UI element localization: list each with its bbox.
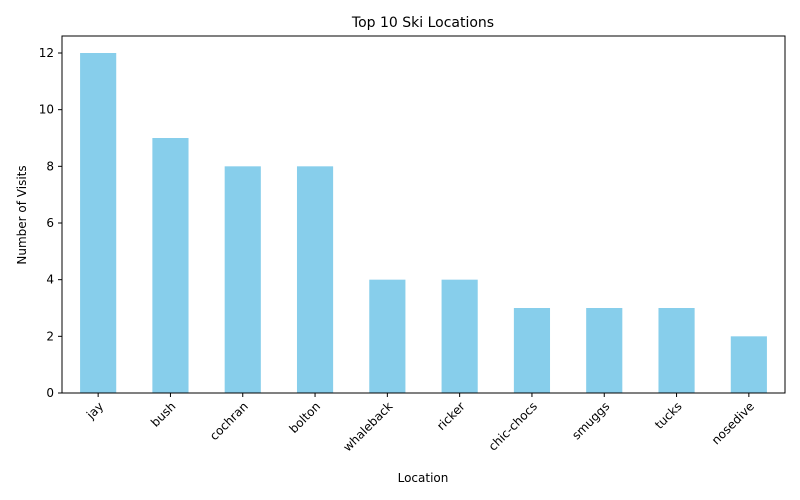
bar-jay: [80, 53, 117, 393]
bar-chic-chocs: [513, 308, 551, 393]
x-tick-label-whaleback: whaleback: [340, 399, 395, 454]
bar-bolton: [296, 166, 334, 393]
y-tick-label: 2: [46, 329, 54, 343]
x-tick-label-jay: jay: [83, 399, 106, 422]
bars-group: [80, 53, 767, 393]
y-tick-label: 10: [39, 103, 54, 117]
x-tick-label-tucks: tucks: [652, 399, 685, 432]
y-axis-label: Number of Visits: [15, 165, 29, 264]
x-tick-label-bush: bush: [148, 399, 178, 429]
x-tick-label-smuggs: smuggs: [569, 399, 612, 442]
x-axis-label: Location: [398, 471, 449, 485]
bar-ricker: [441, 279, 478, 393]
bar-whaleback: [369, 279, 406, 393]
bar-tucks: [658, 308, 695, 393]
bar-nosedive: [730, 336, 767, 393]
bar-smuggs: [586, 308, 623, 393]
x-tick-label-ricker: ricker: [434, 399, 468, 433]
x-tick-label-nosedive: nosedive: [709, 399, 757, 447]
y-tick-label: 12: [39, 46, 54, 60]
y-tick-label: 4: [46, 273, 54, 287]
x-tick-label-chic-chocs: chic-chocs: [486, 399, 540, 453]
bar-cochran: [224, 166, 261, 393]
y-tick-label: 0: [46, 386, 54, 400]
y-axis: 0 2 4 6 8 10 12: [39, 46, 62, 400]
plot-frame: [61, 35, 786, 394]
y-tick-label: 6: [46, 216, 54, 230]
bar-bush: [152, 138, 189, 393]
x-tick-label-cochran: cochran: [207, 399, 251, 443]
y-tick-label: 8: [46, 159, 54, 173]
x-axis: jay bush cochran bolton whaleback ricker chic-…: [83, 393, 757, 454]
chart-title: Top 10 Ski Locations: [351, 15, 494, 31]
x-tick-label-bolton: bolton: [286, 399, 323, 436]
